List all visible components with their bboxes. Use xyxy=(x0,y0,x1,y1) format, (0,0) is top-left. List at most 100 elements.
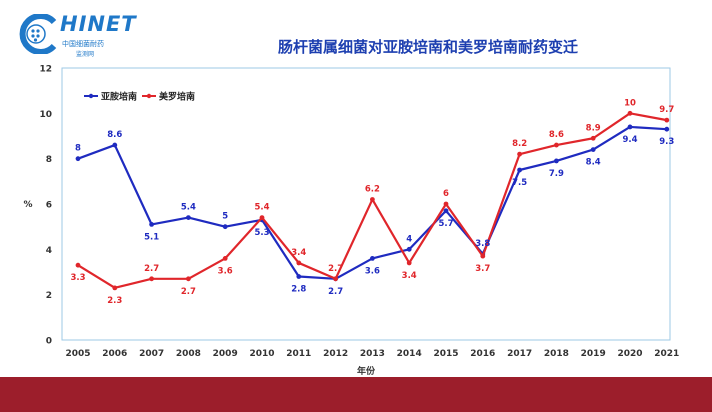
data-point xyxy=(296,274,302,279)
data-point xyxy=(627,124,633,130)
x-axis-label: 年份 xyxy=(357,365,376,377)
data-label: 5.3 xyxy=(254,228,269,238)
data-point xyxy=(517,151,522,157)
data-label: 2.7 xyxy=(181,287,196,297)
x-tick-label: 2014 xyxy=(397,349,422,359)
y-axis-label: % xyxy=(23,200,32,210)
y-tick-label: 10 xyxy=(39,110,52,120)
data-point xyxy=(480,253,486,259)
data-label: 5.7 xyxy=(438,219,453,229)
data-point xyxy=(406,260,412,266)
x-tick-label: 2019 xyxy=(581,349,606,359)
x-tick-label: 2015 xyxy=(433,349,458,359)
plot-area-border xyxy=(61,67,671,341)
data-label: 8 xyxy=(75,144,81,154)
legend-label: 美罗培南 xyxy=(159,91,195,103)
data-point xyxy=(664,117,670,123)
x-tick-label: 2008 xyxy=(176,349,201,359)
data-label: 9.4 xyxy=(622,135,637,145)
data-point xyxy=(554,158,559,164)
data-label: 9.3 xyxy=(659,137,674,147)
x-tick-label: 2005 xyxy=(65,349,90,359)
x-tick-label: 2017 xyxy=(507,349,532,359)
x-tick-label: 2009 xyxy=(213,349,238,359)
data-point xyxy=(186,215,191,221)
data-label: 2.7 xyxy=(328,264,343,274)
data-label: 9.7 xyxy=(659,105,674,115)
data-point xyxy=(186,276,191,282)
data-point xyxy=(112,285,118,291)
x-tick-label: 2010 xyxy=(249,349,274,359)
data-point xyxy=(590,135,596,141)
data-label: 5 xyxy=(222,212,228,222)
chinet-logo: HINET 中国细菌耐药 监测网 xyxy=(16,12,136,58)
data-point xyxy=(75,262,81,268)
x-tick-label: 2006 xyxy=(102,349,127,359)
y-tick-label: 12 xyxy=(39,65,52,75)
data-label: 2.7 xyxy=(144,264,159,274)
logo-subtitle-2: 监测网 xyxy=(76,51,95,58)
data-point xyxy=(370,256,375,261)
x-tick-label: 2012 xyxy=(323,349,348,359)
y-tick-label: 4 xyxy=(46,246,52,256)
logo-subtitle: 中国细菌耐药 xyxy=(62,40,104,48)
data-point xyxy=(149,276,155,282)
data-point xyxy=(259,215,265,221)
data-label: 2.7 xyxy=(328,287,343,297)
data-label: 8.4 xyxy=(586,158,601,168)
data-label: 8.6 xyxy=(549,130,564,140)
y-tick-label: 0 xyxy=(46,337,52,347)
data-point xyxy=(590,147,596,153)
data-label: 3.3 xyxy=(70,273,85,283)
data-label: 3.4 xyxy=(291,248,306,258)
data-point xyxy=(406,246,412,252)
data-label: 3.8 xyxy=(475,239,490,249)
y-tick-label: 2 xyxy=(46,291,52,301)
footer-bar xyxy=(0,377,712,412)
data-point xyxy=(333,276,338,282)
y-tick-label: 6 xyxy=(46,201,52,211)
data-point xyxy=(149,222,155,227)
legend-label: 亚胺培南 xyxy=(101,91,137,103)
data-label: 5.4 xyxy=(181,203,196,213)
data-point xyxy=(627,110,633,116)
logo-text: HINET xyxy=(60,12,137,36)
data-label: 8.6 xyxy=(107,130,122,140)
data-point xyxy=(443,201,449,207)
data-label: 3.7 xyxy=(475,264,490,274)
data-label: 7.9 xyxy=(549,169,564,179)
x-tick-label: 2013 xyxy=(360,349,385,359)
legend-marker xyxy=(146,93,152,99)
x-tick-label: 2016 xyxy=(470,349,495,359)
data-label: 3.6 xyxy=(365,266,380,276)
data-point xyxy=(517,167,522,173)
data-label: 5.1 xyxy=(144,232,159,242)
data-point xyxy=(222,224,228,230)
data-label: 10 xyxy=(624,98,636,108)
data-point xyxy=(296,260,302,266)
data-label: 3.6 xyxy=(218,266,233,276)
data-point xyxy=(222,256,228,261)
x-tick-label: 2007 xyxy=(139,349,164,359)
data-label: 6 xyxy=(443,189,449,199)
data-point xyxy=(75,156,81,162)
x-tick-label: 2020 xyxy=(617,349,642,359)
data-label: 8.2 xyxy=(512,139,527,149)
data-point xyxy=(554,142,559,148)
data-label: 6.2 xyxy=(365,184,380,194)
data-label: 2.8 xyxy=(291,285,306,295)
chart-title: 肠杆菌属细菌对亚胺培南和美罗培南耐药变迁 xyxy=(278,38,579,56)
data-label: 2.3 xyxy=(107,296,122,306)
x-tick-label: 2011 xyxy=(286,349,311,359)
legend-marker xyxy=(88,93,94,99)
x-tick-label: 2018 xyxy=(544,349,569,359)
data-label: 4 xyxy=(406,234,412,244)
y-tick-label: 8 xyxy=(46,155,52,165)
data-point xyxy=(664,126,670,132)
data-label: 7.5 xyxy=(512,178,527,188)
x-tick-label: 2021 xyxy=(654,349,679,359)
data-point xyxy=(370,197,375,202)
data-point xyxy=(443,208,449,214)
data-label: 5.4 xyxy=(254,203,269,213)
